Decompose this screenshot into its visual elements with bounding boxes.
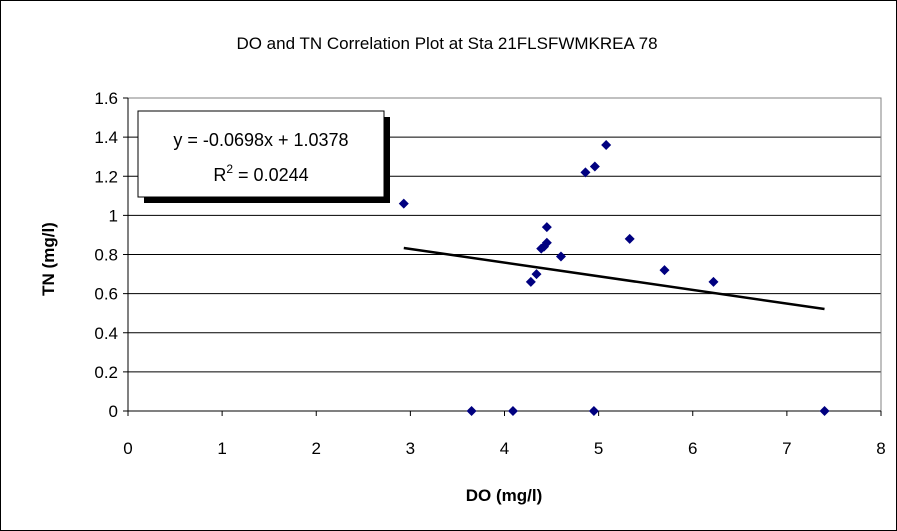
y-tick-label: 0.8 <box>94 246 118 265</box>
data-points <box>398 139 830 416</box>
data-point <box>588 406 599 416</box>
data-point <box>398 198 409 209</box>
data-point <box>541 237 552 248</box>
trendline-equation: y = -0.0698x + 1.0378 <box>173 130 348 150</box>
y-tick-label: 0.2 <box>94 363 118 382</box>
x-tick-label: 5 <box>594 439 603 458</box>
y-tick-label: 0.4 <box>94 324 118 343</box>
y-tick-label: 1.4 <box>94 128 118 147</box>
trendline <box>403 246 825 311</box>
data-point <box>819 406 830 416</box>
y-axis-label: TN (mg/l) <box>39 222 58 296</box>
trendline-group <box>403 246 825 311</box>
data-point <box>589 161 600 172</box>
data-point <box>708 276 719 287</box>
x-tick-label: 7 <box>782 439 791 458</box>
x-tick-label: 3 <box>406 439 415 458</box>
x-tick-label: 8 <box>876 439 885 458</box>
x-tick-label: 6 <box>688 439 697 458</box>
x-tick-label: 4 <box>500 439 509 458</box>
y-tick-label: 0 <box>109 402 118 421</box>
chart-title: DO and TN Correlation Plot at Sta 21FLSF… <box>236 34 657 53</box>
data-point <box>525 276 536 287</box>
data-point <box>580 167 591 178</box>
data-point <box>507 406 518 416</box>
y-axis-ticks: 0 0.2 0.4 0.6 0.8 1 1.2 1.4 1.6 <box>94 89 129 421</box>
data-point <box>531 269 542 280</box>
y-tick-label: 1 <box>109 206 118 225</box>
y-tick-label: 0.6 <box>94 285 118 304</box>
y-tick-label: 1.2 <box>94 167 118 186</box>
x-axis-ticks: 0 1 2 3 4 5 6 7 8 <box>123 410 886 458</box>
trendline-equation-box: y = -0.0698x + 1.0378 R2 = 0.0244 <box>137 110 390 203</box>
r-squared: R2 = 0.0244 <box>213 162 308 185</box>
data-point <box>541 222 552 233</box>
x-tick-label: 1 <box>217 439 226 458</box>
data-point <box>601 139 612 150</box>
data-point <box>466 406 477 416</box>
x-axis-label: DO (mg/l) <box>466 486 543 505</box>
x-tick-label: 0 <box>123 439 132 458</box>
y-tick-label: 1.6 <box>94 89 118 108</box>
x-tick-label: 2 <box>312 439 321 458</box>
data-point <box>624 233 635 244</box>
data-point <box>555 251 566 262</box>
data-point <box>659 265 670 276</box>
